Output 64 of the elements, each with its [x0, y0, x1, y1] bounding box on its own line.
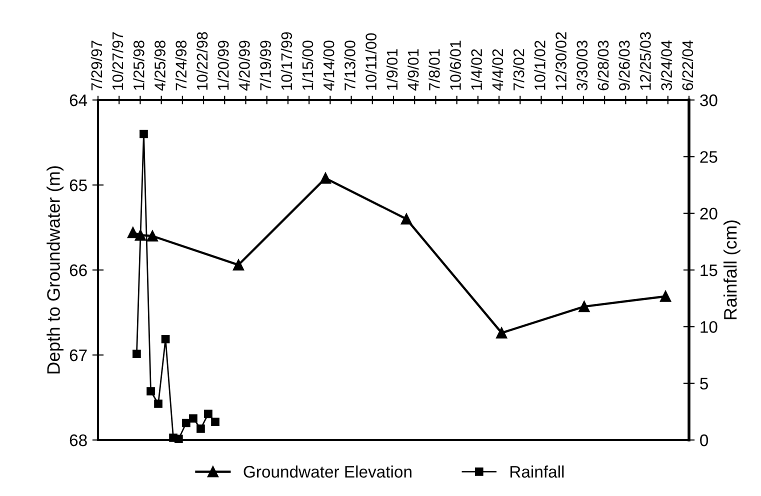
- x-tick-label: 7/13/00: [344, 40, 356, 90]
- y-tick-label: 67: [70, 349, 87, 362]
- y2-tick-label: 5: [700, 378, 708, 390]
- x-tick-label: 4/9/01: [407, 49, 419, 91]
- point: [660, 290, 672, 302]
- y2-tick-label: 10: [700, 321, 718, 333]
- x-tick-label: 4/20/99: [238, 40, 250, 91]
- y2-tick-label: 25: [700, 151, 718, 163]
- y-axis-title: Depth to Groundwater (m): [46, 166, 64, 374]
- point: [161, 334, 170, 344]
- x-tick-label: 7/19/99: [260, 40, 271, 90]
- x-tick-label: 10/1/02: [534, 40, 546, 90]
- y2-tick-label: 20: [700, 208, 718, 220]
- y2-axis-title: Rainfall (cm): [724, 220, 740, 320]
- point: [196, 424, 205, 433]
- x-tick-label: 10/22/98: [196, 32, 208, 90]
- x-tick-label: 10/11/00: [365, 33, 376, 90]
- x-tick-label: 3/30/03: [576, 40, 588, 90]
- x-tick-label: 1/9/01: [386, 49, 398, 90]
- x-tick-label: 1/25/98: [133, 40, 144, 90]
- x-tick-label: 7/29/97: [90, 40, 102, 90]
- x-tick-label: 3/24/04: [660, 40, 672, 90]
- x-tick-label: 9/26/03: [618, 40, 630, 90]
- x-tick-label: 1/4/02: [470, 49, 482, 90]
- y-tick-label: 66: [70, 264, 87, 276]
- x-tick-label: 6/28/03: [597, 40, 609, 90]
- point: [140, 130, 148, 138]
- legend-label: Rainfall: [510, 465, 564, 478]
- x-tick-label: 1/15/00: [302, 40, 314, 90]
- x-tick-label: 6/22/04: [682, 40, 694, 90]
- x-tick-label: 12/25/03: [640, 32, 651, 90]
- point: [232, 259, 244, 270]
- point: [578, 300, 590, 312]
- point: [146, 230, 158, 242]
- x-tick-label: 4/14/00: [323, 40, 334, 91]
- legend-label: Groundwater Elevation: [244, 465, 412, 478]
- y2-tick-label: 0: [700, 434, 708, 446]
- x-tick-label: 7/3/02: [513, 49, 524, 90]
- y-tick-label: 65: [70, 179, 87, 192]
- y-tick-label: 68: [70, 434, 87, 446]
- x-tick-label: 10/27/97: [112, 32, 124, 90]
- point: [189, 414, 198, 423]
- x-tick-label: 7/24/98: [175, 40, 187, 90]
- y2-tick-label: 30: [700, 94, 718, 106]
- point: [132, 350, 141, 358]
- point: [320, 172, 332, 184]
- point: [154, 400, 162, 408]
- point: [204, 410, 212, 418]
- x-tick-label: 7/8/01: [428, 49, 440, 90]
- x-tick-label: 12/30/02: [555, 32, 566, 90]
- x-tick-label: 4/25/98: [154, 40, 166, 91]
- y2-tick-label: 15: [700, 264, 718, 276]
- x-tick-label: 4/4/02: [492, 49, 504, 91]
- point: [496, 327, 508, 338]
- point: [146, 387, 155, 396]
- point: [182, 418, 190, 428]
- point: [127, 227, 138, 238]
- x-tick-label: 10/17/99: [280, 32, 292, 90]
- x-tick-label: 10/6/01: [450, 40, 461, 90]
- point: [400, 213, 412, 225]
- point: [211, 418, 220, 426]
- point: [174, 434, 183, 444]
- x-tick-label: 1/20/99: [218, 40, 229, 90]
- y-tick-label: 64: [70, 94, 88, 106]
